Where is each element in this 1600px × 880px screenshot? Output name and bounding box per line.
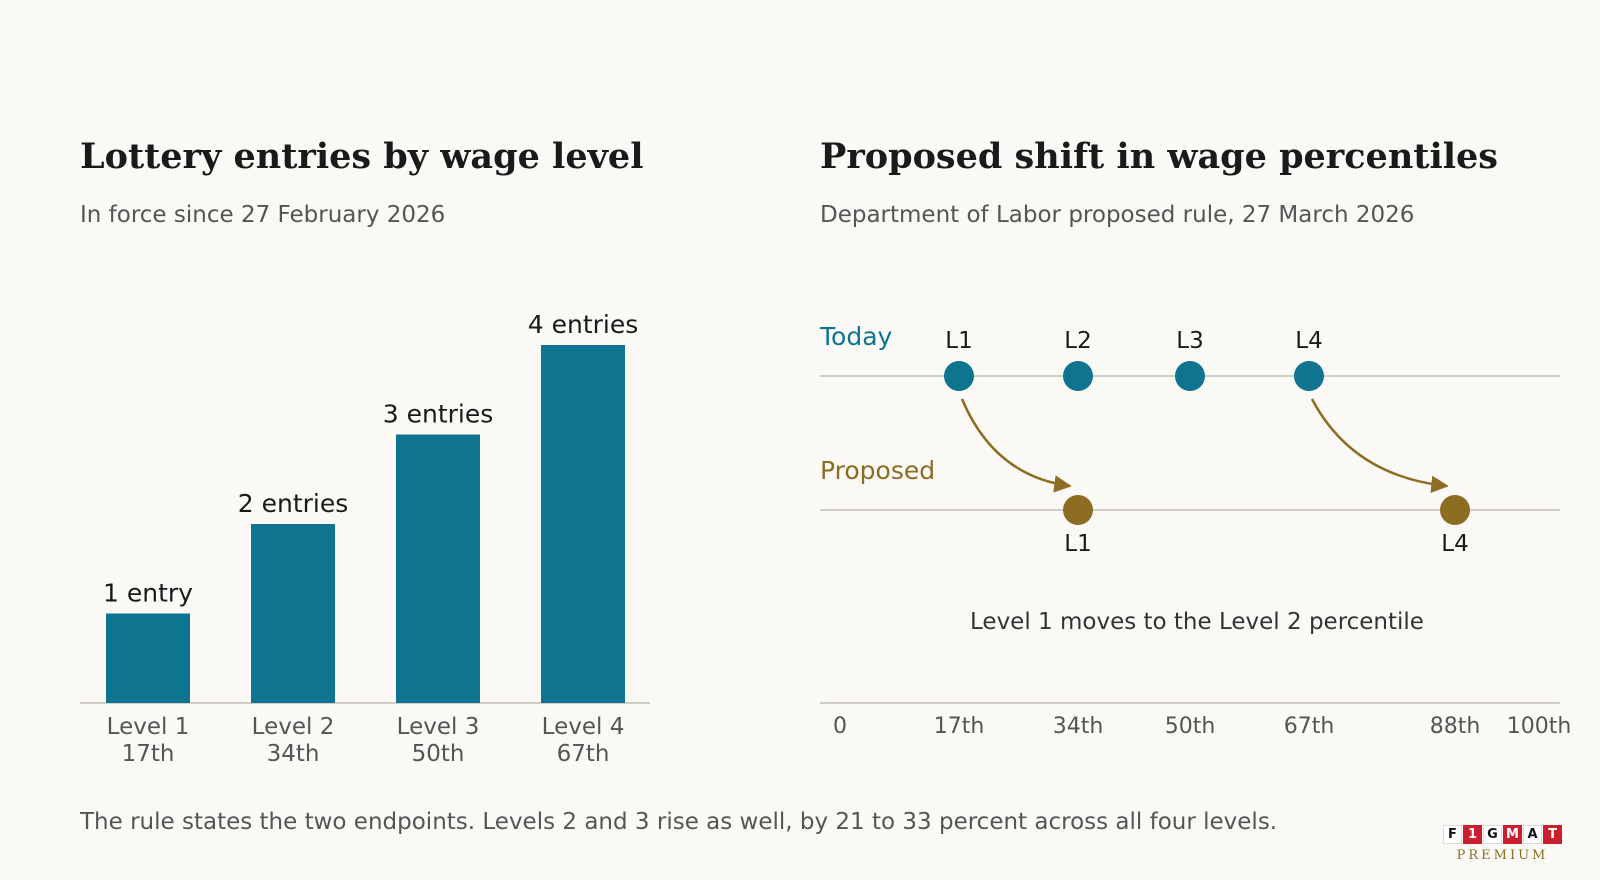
- x-tick-label: 0: [833, 714, 847, 739]
- bar-category-label: Level 3: [397, 714, 480, 740]
- shift-arrow: [960, 398, 1072, 493]
- x-tick-label: 17th: [934, 714, 985, 739]
- logo-letter: A: [1523, 825, 1542, 844]
- bar-3: [396, 434, 480, 703]
- left-chart-title: Lottery entries by wage level: [80, 136, 644, 177]
- logo-letter: 1: [1463, 825, 1482, 844]
- footnote: The rule states the two endpoints. Level…: [80, 809, 1278, 835]
- proposed-point: [1440, 495, 1470, 525]
- bar-2: [251, 524, 335, 703]
- today-point: [944, 361, 974, 391]
- bar-category-sublabel: 67th: [557, 741, 610, 767]
- bar-data-label: 4 entries: [528, 310, 639, 339]
- today-point: [1294, 361, 1324, 391]
- logo-letter: G: [1483, 825, 1502, 844]
- proposed-point-label: L1: [1064, 531, 1091, 557]
- x-tick-label: 100th: [1507, 714, 1572, 739]
- proposed-point: [1063, 495, 1093, 525]
- bar-data-label: 1 entry: [103, 579, 193, 608]
- left-chart-subtitle: In force since 27 February 2026: [80, 202, 446, 228]
- annotation: Level 1 moves to the Level 2 percentile: [970, 609, 1424, 635]
- x-tick-label: 34th: [1053, 714, 1104, 739]
- bar-category-sublabel: 50th: [412, 741, 465, 767]
- bar-category-sublabel: 34th: [267, 741, 320, 767]
- logo-letter: F: [1443, 825, 1462, 844]
- logo-letter: M: [1503, 825, 1522, 844]
- bar-category-sublabel: 17th: [122, 741, 175, 767]
- right-chart-subtitle: Department of Labor proposed rule, 27 Ma…: [820, 202, 1415, 228]
- proposed-point-label: L4: [1441, 531, 1468, 557]
- proposed-row-label: Proposed: [820, 456, 935, 485]
- bar-data-label: 3 entries: [383, 400, 494, 429]
- x-tick-label: 67th: [1284, 714, 1335, 739]
- bar-category-label: Level 4: [542, 714, 625, 740]
- right-chart-title: Proposed shift in wage percentiles: [820, 136, 1499, 177]
- today-point: [1063, 361, 1093, 391]
- today-point-label: L1: [945, 328, 972, 354]
- x-tick-label: 50th: [1165, 714, 1216, 739]
- bar-1: [106, 613, 190, 703]
- bar-data-label: 2 entries: [238, 489, 349, 518]
- bar-category-label: Level 1: [107, 714, 190, 740]
- bar-category-label: Level 2: [252, 714, 335, 740]
- today-point-label: L3: [1176, 328, 1203, 354]
- today-row-label: Today: [819, 322, 893, 351]
- shift-arrow: [1310, 398, 1449, 494]
- logo-tagline: PREMIUM: [1456, 848, 1549, 863]
- today-point-label: L4: [1295, 328, 1322, 354]
- today-point-label: L2: [1064, 328, 1091, 354]
- x-tick-label: 88th: [1430, 714, 1481, 739]
- logo-letter: T: [1543, 825, 1562, 844]
- today-point: [1175, 361, 1205, 391]
- bar-4: [541, 345, 625, 703]
